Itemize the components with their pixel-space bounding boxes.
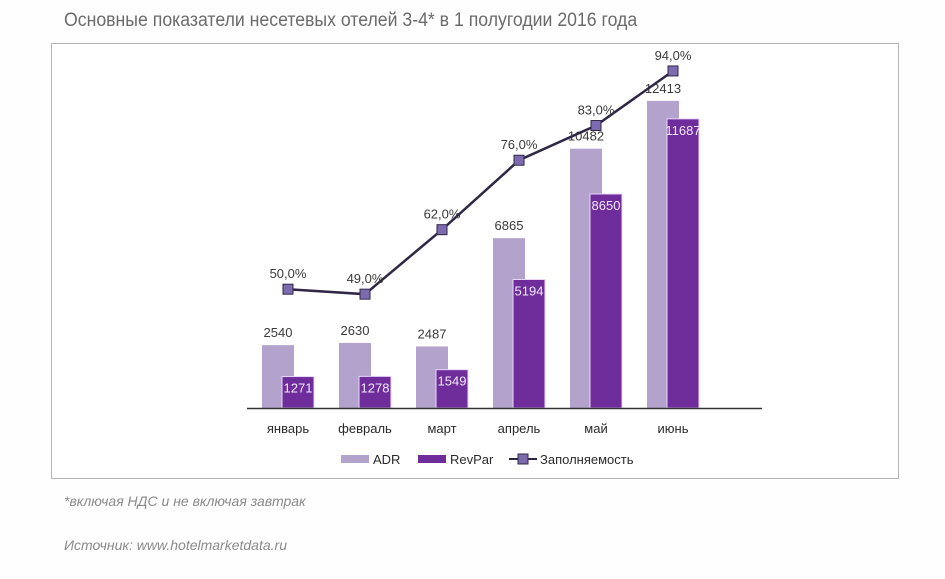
bars-layer: 2540 1271 2630 1278 2487 1549 6865 5194 10482 865… xyxy=(262,81,701,409)
revpar-value-label: 11687 xyxy=(665,123,700,138)
footnote-source: Источник: www.hotelmarketdata.ru xyxy=(64,537,287,553)
x-tick-label: февраль xyxy=(338,421,392,436)
occupancy-value-label: 76,0% xyxy=(501,137,538,152)
revpar-value-label: 8650 xyxy=(592,198,621,213)
occupancy-marker xyxy=(359,288,371,300)
x-tick-label: апрель xyxy=(498,421,541,436)
revpar-value-label: 1278 xyxy=(361,380,390,395)
x-tick-label: март xyxy=(427,421,456,436)
legend-occupancy-label: Заполняемость xyxy=(540,452,634,467)
occupancy-value-label: 94,0% xyxy=(655,48,692,63)
revpar-bar xyxy=(589,193,623,409)
occupancy-marker xyxy=(282,283,294,295)
chart-svg: 2540 1271 2630 1278 2487 1549 6865 5194 10482 865… xyxy=(247,48,762,467)
revpar-bar xyxy=(666,118,700,409)
x-tick-label: январь xyxy=(267,421,309,436)
occupancy-layer: 50,0% 49,0% 62,0% 76,0% 83,0% 94,0% xyxy=(270,48,692,300)
x-tick-label: май xyxy=(584,421,607,436)
adr-value-label: 2540 xyxy=(264,325,293,340)
legend-occupancy-marker xyxy=(517,453,529,465)
adr-value-label: 2630 xyxy=(341,323,370,338)
adr-value-label: 10482 xyxy=(568,129,604,144)
adr-value-label: 2487 xyxy=(418,326,447,341)
revpar-value-label: 5194 xyxy=(515,283,544,298)
x-tick-labels: январь февраль март апрель май июнь xyxy=(267,421,689,436)
occupancy-marker xyxy=(590,120,602,132)
footnote-vat: *включая НДС и не включая завтрак xyxy=(64,493,306,509)
adr-value-label: 6865 xyxy=(495,218,524,233)
chart-title: Основные показатели несетевых отелей 3-4… xyxy=(64,10,638,31)
revpar-bar xyxy=(358,375,392,409)
revpar-value-label: 1271 xyxy=(284,381,313,396)
revpar-value-label: 1549 xyxy=(438,374,467,389)
occupancy-marker xyxy=(667,65,679,77)
occupancy-value-label: 62,0% xyxy=(424,207,461,222)
legend-revpar-label: RevPar xyxy=(450,452,494,467)
occupancy-line xyxy=(287,69,674,296)
occupancy-value-label: 49,0% xyxy=(347,271,384,286)
occupancy-value-label: 83,0% xyxy=(578,103,615,118)
legend-adr-swatch xyxy=(341,455,369,463)
revpar-bar xyxy=(512,278,546,409)
chart-frame: 2540 1271 2630 1278 2487 1549 6865 5194 10482 865… xyxy=(51,43,899,479)
x-tick-label: июнь xyxy=(658,421,689,436)
legend-adr-label: ADR xyxy=(373,452,400,467)
legend: ADR RevPar Заполняемость xyxy=(341,452,634,467)
legend-revpar-swatch xyxy=(418,455,446,463)
occupancy-marker xyxy=(513,154,525,166)
occupancy-marker xyxy=(436,224,448,236)
occupancy-value-label: 50,0% xyxy=(270,266,307,281)
revpar-bar xyxy=(281,376,315,409)
